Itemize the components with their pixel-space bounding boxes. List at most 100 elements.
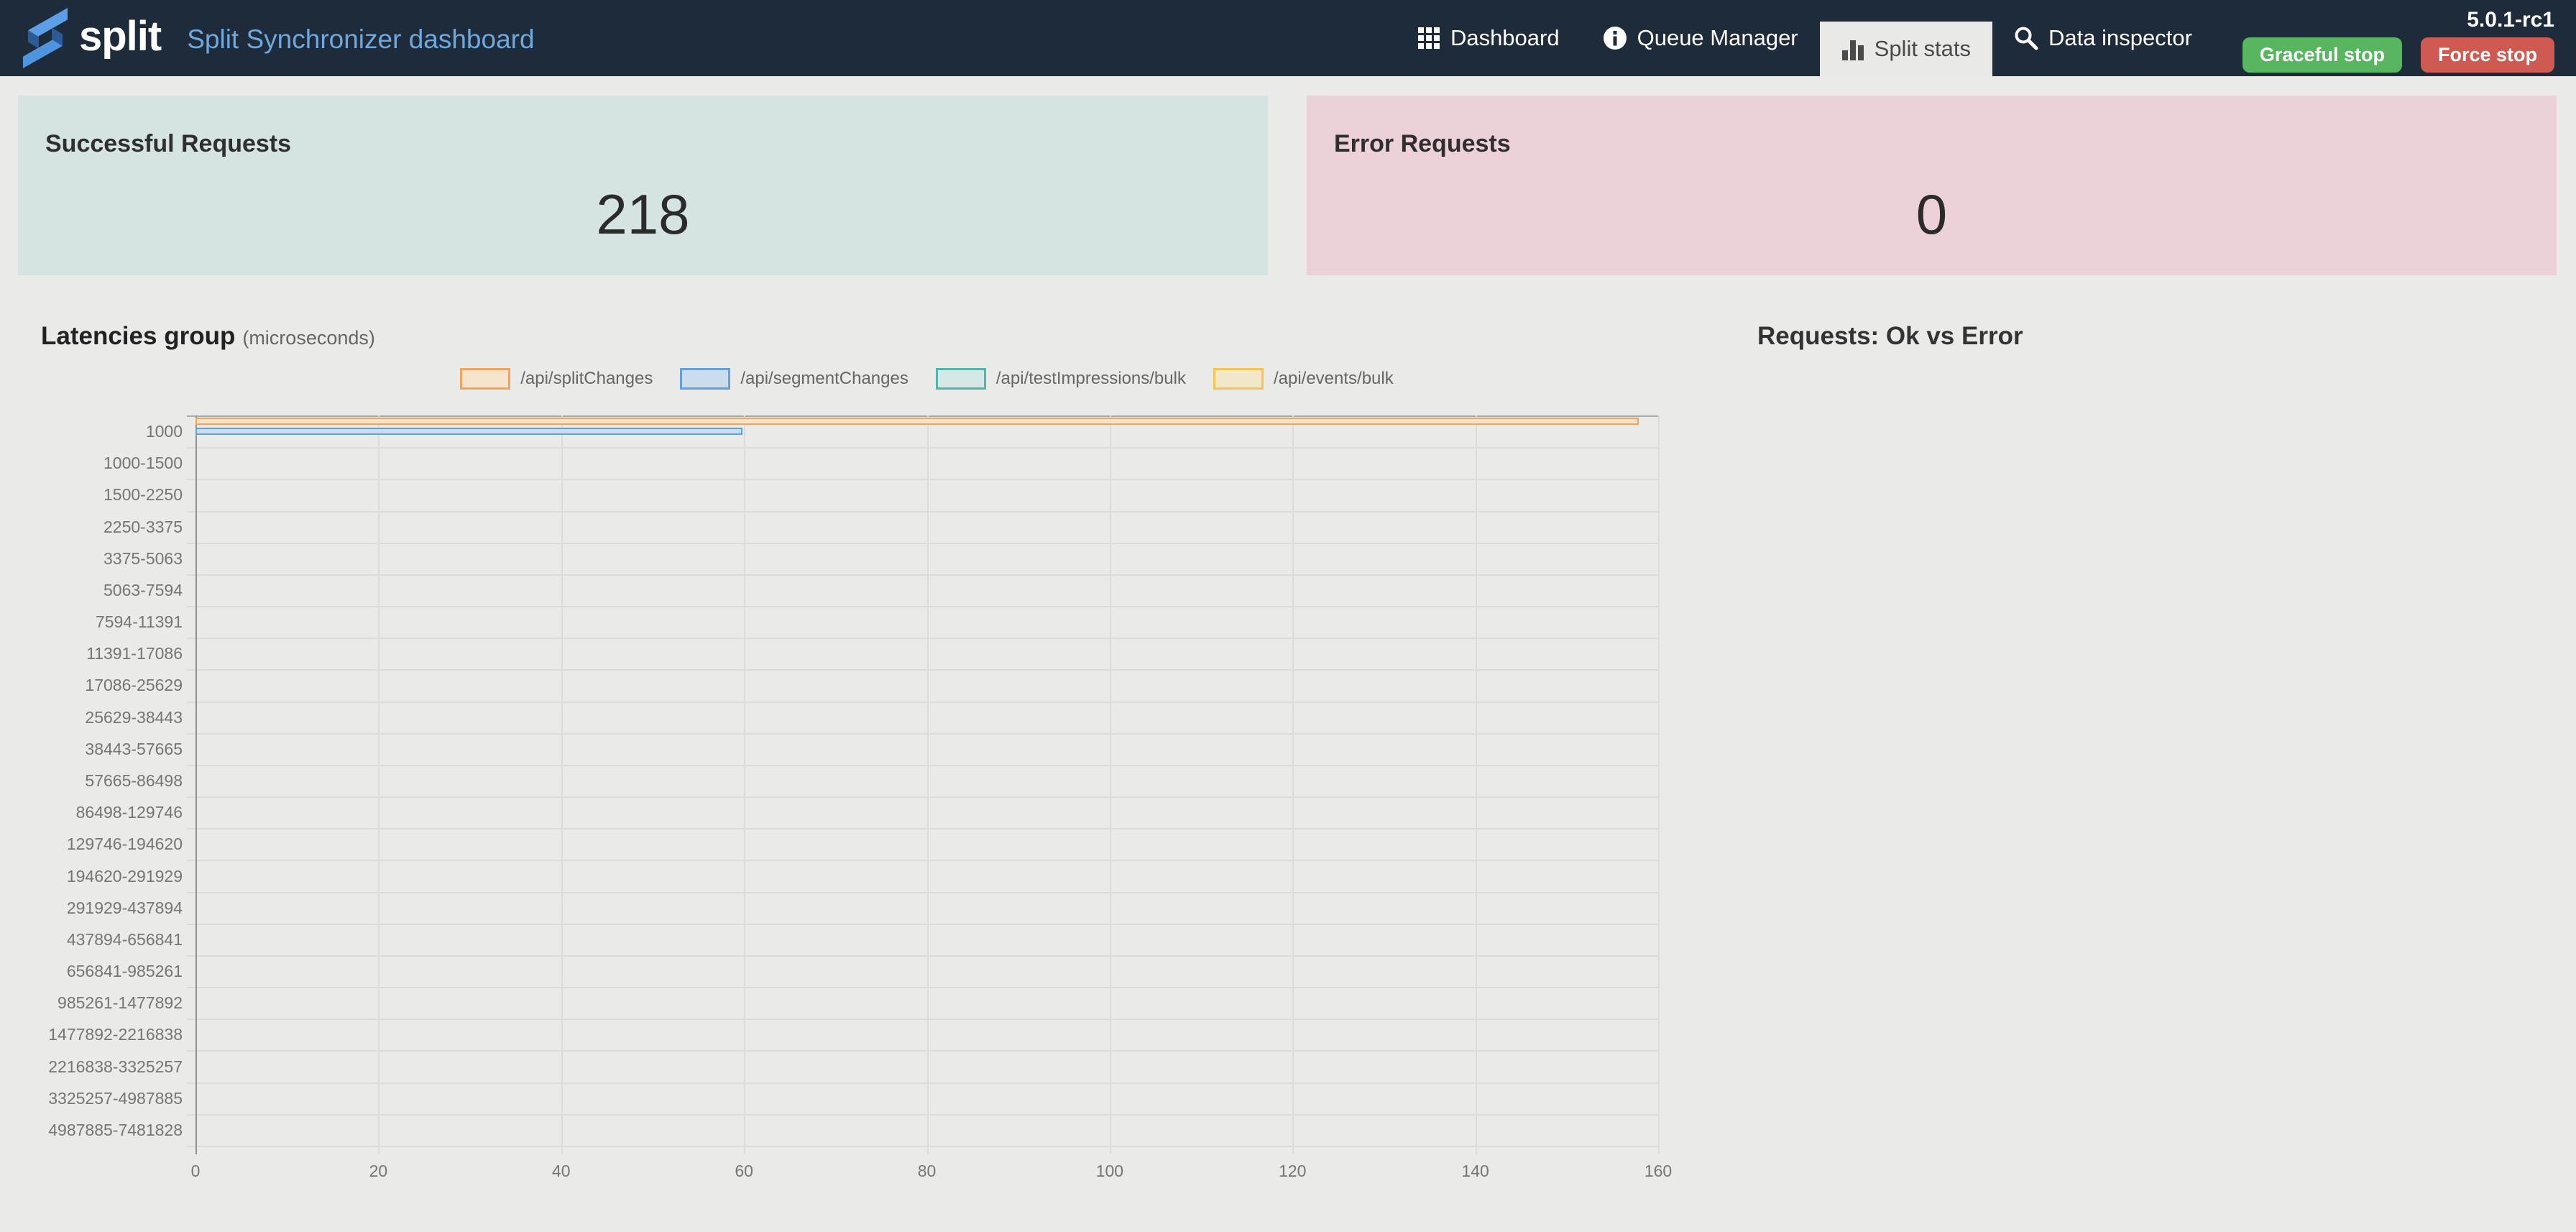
chart-gridline-horizontal [187, 828, 1658, 830]
chart-gridline-horizontal [187, 606, 1658, 608]
legend-label: /api/segmentChanges [740, 369, 908, 388]
chart-gridline-vertical [1475, 415, 1477, 1154]
latencies-section-title: Latencies group (microseconds) [41, 322, 375, 351]
y-axis-tick-label: 985261-1477892 [58, 993, 183, 1013]
legend-label: /api/events/bulk [1273, 369, 1394, 388]
chart-y-axis-line [196, 415, 197, 1154]
chart-gridline-vertical [1109, 415, 1111, 1154]
page-title: Split Synchronizer dashboard [187, 24, 535, 54]
chart-gridline-horizontal [187, 955, 1658, 957]
legend-label: /api/splitChanges [520, 369, 653, 388]
nav-item-split-stats[interactable]: Split stats [1819, 22, 1993, 76]
y-axis-tick-label: 11391-17086 [86, 644, 183, 663]
nav-item-label: Split stats [1874, 36, 1972, 61]
chart-gridline-vertical [926, 415, 929, 1154]
y-axis-tick-label: 1000-1500 [104, 454, 183, 473]
top-navbar: split Split Synchronizer dashboard Dashb… [0, 0, 2576, 76]
chart-gridline-vertical [744, 415, 746, 1154]
chart-gridline-horizontal [187, 1050, 1658, 1052]
chart-gridline-horizontal [187, 1082, 1658, 1084]
chart-gridline-horizontal [187, 860, 1658, 862]
x-axis-tick-label: 20 [369, 1162, 388, 1180]
nav-item-dashboard[interactable]: Dashboard [1396, 0, 1581, 76]
grid-icon [1417, 27, 1440, 49]
nav-item-label: Queue Manager [1637, 25, 1798, 50]
legend-swatch [460, 368, 511, 390]
y-axis-tick-label: 25629-38443 [85, 707, 183, 727]
y-axis-tick-label: 291929-437894 [66, 898, 183, 917]
graceful-stop-button[interactable]: Graceful stop [2242, 37, 2402, 73]
requests-ok-vs-error-title: Requests: Ok vs Error [1757, 322, 2023, 350]
bar-/api/splitChanges [196, 418, 1639, 425]
nav-item-queue-manager[interactable]: Queue Manager [1581, 0, 1820, 76]
chart-gridline-horizontal [187, 1113, 1658, 1116]
chart-gridline-horizontal [187, 542, 1658, 544]
y-axis-tick-label: 4987885-7481828 [48, 1120, 183, 1139]
chart-gridline-vertical [1658, 415, 1660, 1154]
chart-gridline-horizontal [187, 669, 1658, 671]
legend-item[interactable]: /api/events/bulk [1213, 368, 1394, 390]
chart-gridline-horizontal [187, 447, 1658, 449]
x-axis-tick-label: 60 [735, 1162, 753, 1180]
y-axis-tick-label: 38443-57665 [85, 739, 183, 758]
successful-requests-card: Successful Requests 218 [18, 96, 1268, 275]
force-stop-button[interactable]: Force stop [2420, 37, 2554, 73]
y-axis-tick-label: 1000 [145, 422, 183, 441]
x-axis-tick-label: 160 [1644, 1162, 1673, 1180]
x-axis-tick-label: 80 [917, 1162, 937, 1180]
stat-cards-row: Successful Requests 218 Error Requests 0 [18, 96, 2557, 275]
latencies-title-text: Latencies group [41, 322, 236, 350]
chart-gridline-horizontal [187, 479, 1658, 481]
chart-gridline-horizontal [187, 796, 1658, 799]
latencies-title-units: (microseconds) [242, 327, 375, 349]
y-axis-tick-label: 2250-3375 [104, 517, 183, 536]
stop-buttons-row: Graceful stop Force stop [2242, 37, 2554, 73]
legend-item[interactable]: /api/testImpressions/bulk [935, 368, 1186, 390]
error-requests-count: 0 [1915, 183, 1948, 246]
y-axis-tick-label: 5063-7594 [104, 580, 183, 599]
chart-gridline-horizontal [187, 732, 1658, 735]
legend-item[interactable]: /api/splitChanges [460, 368, 653, 390]
y-axis-tick-label: 656841-985261 [66, 962, 183, 981]
version-label: 5.0.1-rc1 [2467, 8, 2554, 32]
y-axis-tick-label: 1477892-2216838 [48, 1025, 183, 1044]
latencies-bar-chart: 0 20 40 60 80 100 120 140 160 1000 1000-1500 1500-2… [48, 415, 1672, 1180]
nav-item-data-inspector[interactable]: Data inspector [1992, 0, 2214, 76]
chart-gridline-horizontal [187, 574, 1658, 576]
y-axis-tick-label: 437894-656841 [66, 929, 183, 949]
chart-gridline-horizontal [187, 923, 1658, 925]
chart-gridline-horizontal [187, 510, 1658, 512]
bar-/api/segmentChanges [196, 428, 743, 435]
info-icon [1603, 27, 1627, 50]
card-title: Successful Requests [45, 130, 292, 157]
chart-gridline-horizontal [187, 1019, 1658, 1021]
bar-chart-icon [1841, 40, 1864, 60]
split-logo-icon [22, 8, 68, 68]
brand-link[interactable]: split Split Synchronizer dashboard [0, 0, 535, 76]
y-axis-tick-label: 86498-129746 [75, 803, 183, 822]
chart-legend: /api/splitChanges/api/segmentChanges/api… [196, 368, 1658, 390]
chart-gridline-vertical [561, 415, 563, 1154]
x-axis-tick-label: 140 [1461, 1162, 1489, 1180]
x-axis-tick-label: 100 [1095, 1162, 1124, 1180]
x-axis-tick-label: 120 [1279, 1162, 1307, 1180]
legend-label: /api/testImpressions/bulk [995, 369, 1186, 388]
chart-gridline-horizontal [187, 891, 1658, 893]
y-axis-tick-label: 57665-86498 [85, 771, 183, 790]
chart-gridline-horizontal [187, 1146, 1658, 1147]
chart-gridline-horizontal [187, 638, 1658, 640]
x-axis-tick-label: 0 [190, 1162, 201, 1180]
nav-item-label: Dashboard [1450, 25, 1560, 50]
y-axis-tick-label: 7594-11391 [95, 612, 183, 632]
y-axis-tick-label: 3325257-4987885 [48, 1088, 183, 1108]
brand-wordmark: split [79, 12, 162, 60]
search-icon [2015, 27, 2038, 50]
y-axis-tick-label: 3375-5063 [104, 548, 183, 568]
chart-gridline-vertical [1292, 415, 1294, 1154]
legend-item[interactable]: /api/segmentChanges [680, 368, 908, 390]
chart-gridline-vertical [378, 415, 380, 1154]
successful-requests-count: 218 [596, 183, 690, 246]
x-axis-tick-label: 40 [551, 1162, 571, 1180]
y-axis-tick-label: 1500-2250 [104, 485, 183, 505]
